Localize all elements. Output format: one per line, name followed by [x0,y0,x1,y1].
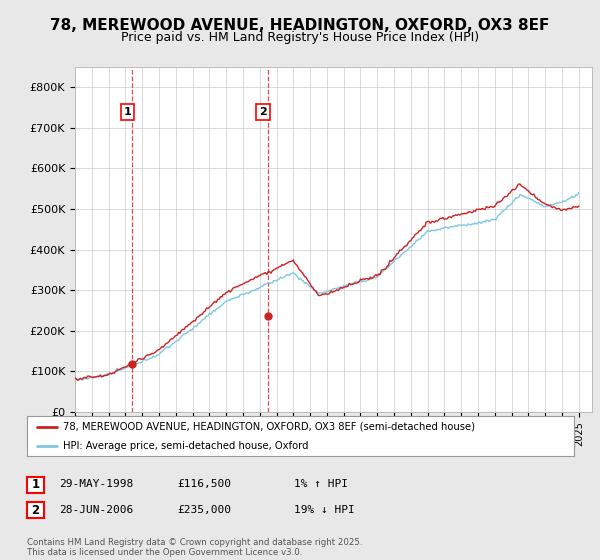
Text: 2: 2 [31,503,40,517]
Text: Price paid vs. HM Land Registry's House Price Index (HPI): Price paid vs. HM Land Registry's House … [121,31,479,44]
Text: £235,000: £235,000 [177,505,231,515]
Text: 19% ↓ HPI: 19% ↓ HPI [294,505,355,515]
Text: 29-MAY-1998: 29-MAY-1998 [59,479,133,489]
Text: 78, MEREWOOD AVENUE, HEADINGTON, OXFORD, OX3 8EF (semi-detached house): 78, MEREWOOD AVENUE, HEADINGTON, OXFORD,… [62,422,475,432]
Text: HPI: Average price, semi-detached house, Oxford: HPI: Average price, semi-detached house,… [62,441,308,451]
Text: 78, MEREWOOD AVENUE, HEADINGTON, OXFORD, OX3 8EF: 78, MEREWOOD AVENUE, HEADINGTON, OXFORD,… [50,18,550,33]
Text: 1: 1 [124,107,131,117]
Text: £116,500: £116,500 [177,479,231,489]
Text: 28-JUN-2006: 28-JUN-2006 [59,505,133,515]
Text: 1% ↑ HPI: 1% ↑ HPI [294,479,348,489]
Text: 1: 1 [31,478,40,492]
Text: Contains HM Land Registry data © Crown copyright and database right 2025.
This d: Contains HM Land Registry data © Crown c… [27,538,362,557]
Text: 2: 2 [259,107,267,117]
